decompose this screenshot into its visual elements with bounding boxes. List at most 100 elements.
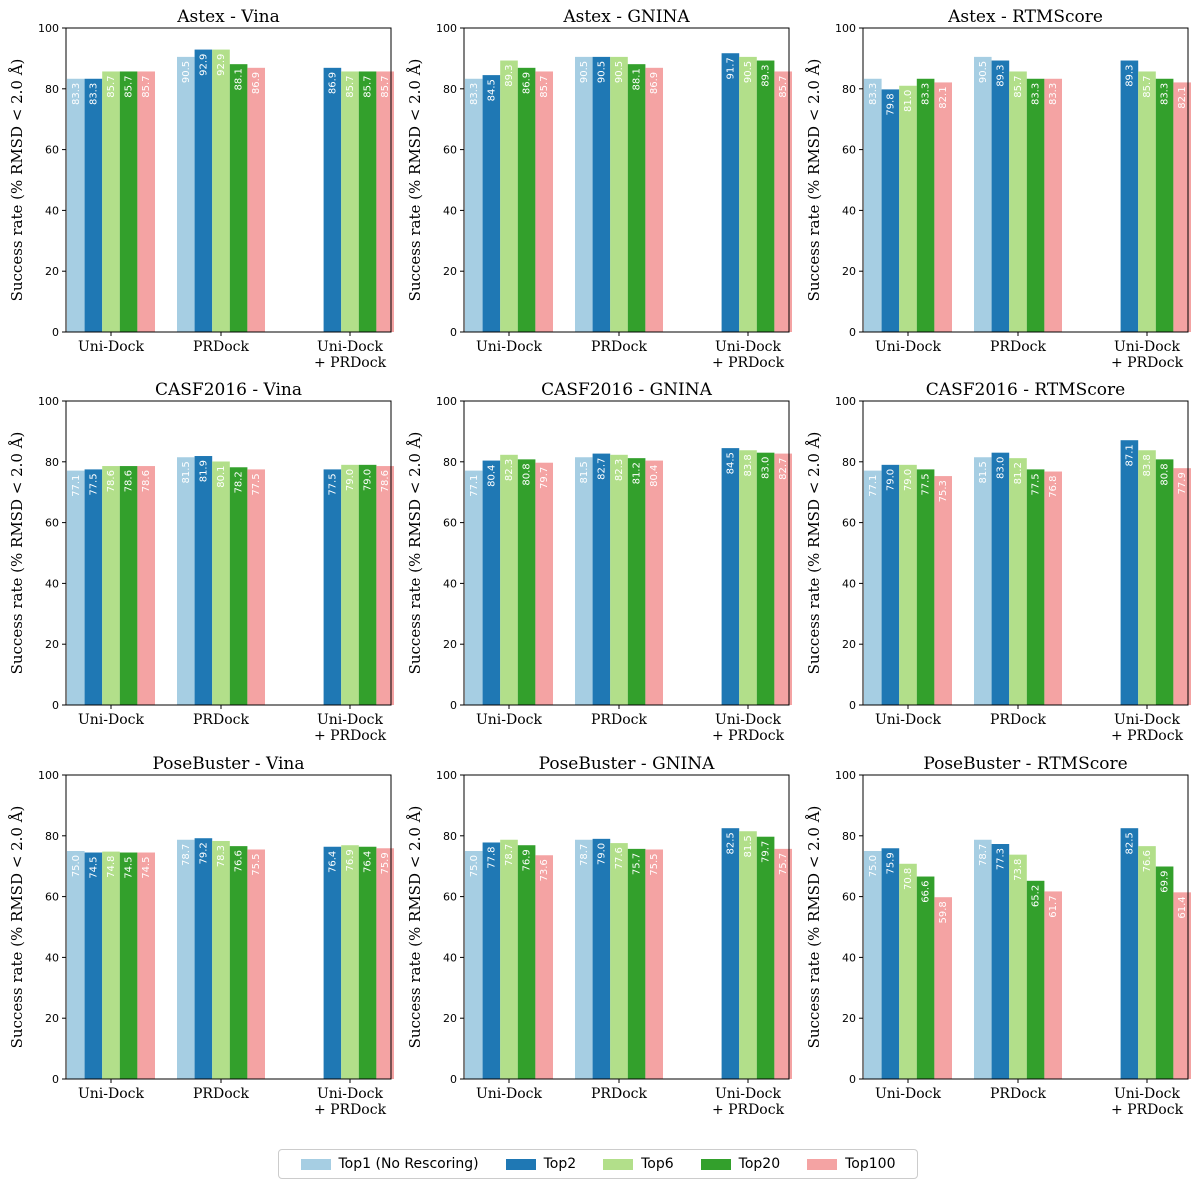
chart-8-ytick-label: 40 <box>443 951 457 964</box>
chart-1-ytick-label: 0 <box>52 326 59 339</box>
chart-6-bar <box>934 476 952 705</box>
chart-2-bar-value-label: 84.5 <box>486 79 497 101</box>
chart-3-category-label: PRDock <box>990 339 1046 355</box>
chart-8-ylabel: Success rate (% RMSD < 2.0 Å) <box>406 806 424 1049</box>
chart-5-bar-value-label: 82.7 <box>596 458 607 480</box>
chart-5-frame <box>463 400 790 706</box>
chart-4-bar <box>212 461 230 705</box>
legend-swatch <box>603 1158 634 1170</box>
chart-5-category-label: Uni-Dock + PRDock <box>712 712 785 744</box>
chart-5-bar-value-label: 81.2 <box>632 462 643 484</box>
chart-3-bar <box>916 78 935 332</box>
chart-7-ytick-label: 0 <box>52 1073 59 1086</box>
chart-2-bar-value-label: 89.3 <box>504 65 515 87</box>
chart-8-bar <box>482 842 501 1079</box>
chart-9-bar <box>1026 880 1045 1079</box>
chart-4-category-label: Uni-Dock + PRDock <box>314 712 387 744</box>
chart-7-bar-value-label: 78.3 <box>216 845 227 867</box>
chart-9-bar-value-label: 61.4 <box>1177 896 1188 918</box>
chart-6-ytick-label: 100 <box>835 395 856 408</box>
chart-9-bar-value-label: 82.5 <box>1124 832 1135 854</box>
chart-4-ytick-label: 80 <box>45 456 59 469</box>
chart-5-bar-value-label: 77.1 <box>469 475 480 497</box>
chart-1-bar-value-label: 85.7 <box>124 75 135 97</box>
chart-8-ytick-label: 100 <box>436 769 457 782</box>
chart-9-bar <box>1155 866 1174 1079</box>
chart-8-bar <box>721 828 740 1079</box>
chart-8-ytick-label: 60 <box>443 891 457 904</box>
chart-3-bar <box>881 89 900 333</box>
chart-6-bar <box>916 469 935 705</box>
chart-2-bar-value-label: 83.3 <box>469 83 480 105</box>
chart-6-bar-value-label: 76.8 <box>1048 476 1059 498</box>
chart-7-bar <box>102 851 120 1079</box>
chart-5-bar-value-label: 80.8 <box>522 463 533 485</box>
chart-6-bar-value-label: 77.5 <box>1031 473 1042 495</box>
chart-5: CASF2016 - GNINA Success rate (% RMSD < 2… <box>406 380 792 744</box>
chart-3-bar-value-label: 83.3 <box>1031 83 1042 105</box>
chart-1-category-label: PRDock <box>193 339 249 355</box>
chart-1-bar <box>229 64 248 333</box>
legend-item: Top6 <box>603 1156 674 1172</box>
chart-6-bar-value-label: 80.8 <box>1160 463 1171 485</box>
chart-1-bar-value-label: 85.7 <box>141 75 152 97</box>
chart-6-bar-value-label: 77.1 <box>868 475 879 497</box>
chart-6-bar-value-label: 77.9 <box>1177 472 1188 494</box>
chart-7-bar <box>137 852 155 1079</box>
chart-7-ytick-label: 100 <box>38 769 59 782</box>
chart-4-bar <box>229 467 248 705</box>
chart-5-bar <box>465 470 483 705</box>
chart-9-bar <box>991 844 1010 1079</box>
chart-1-ytick-label: 20 <box>45 265 59 278</box>
chart-7-bar <box>84 852 103 1079</box>
chart-7-title: PoseBuster - Vina <box>152 754 304 774</box>
chart-4-bar <box>177 457 195 705</box>
chart-8-bar <box>500 839 518 1079</box>
chart-7-bar <box>194 838 213 1079</box>
legend-item: Top1 (No Rescoring) <box>300 1156 479 1172</box>
chart-5-ytick-label: 20 <box>443 638 457 651</box>
chart-9-ytick-label: 0 <box>849 1073 856 1086</box>
chart-3-bar-value-label: 85.7 <box>1142 75 1153 97</box>
chart-1-bar-value-label: 85.7 <box>363 75 374 97</box>
chart-4-ytick-label: 40 <box>45 577 59 590</box>
chart-4-bar-value-label: 77.5 <box>88 473 99 495</box>
legend-swatch <box>807 1158 838 1170</box>
chart-2-bar <box>482 75 501 333</box>
chart-7-bar-value-label: 75.0 <box>71 855 82 877</box>
chart-9-bar <box>1120 828 1139 1079</box>
chart-2-ytick-label: 40 <box>443 204 457 217</box>
chart-6-ytick-label: 0 <box>849 699 856 712</box>
chart-7-bar <box>177 839 195 1079</box>
chart-7-bar-value-label: 74.5 <box>88 857 99 879</box>
chart-3-bar-value-label: 89.3 <box>1124 65 1135 87</box>
chart-7-bar <box>341 845 359 1079</box>
chart-5-bar <box>482 460 501 705</box>
chart-7-bar <box>376 848 394 1079</box>
chart-1-bar-value-label: 83.3 <box>88 83 99 105</box>
chart-6-bar <box>1009 458 1027 705</box>
chart-6-bar-value-label: 83.8 <box>1142 454 1153 476</box>
chart-3-bar-value-label: 83.3 <box>868 83 879 105</box>
chart-6-category-label: Uni-Dock <box>875 712 942 728</box>
chart-4-title: CASF2016 - Vina <box>155 380 302 400</box>
chart-9-category-label: PRDock <box>990 1086 1046 1102</box>
chart-5-bar <box>645 460 663 705</box>
chart-9-bar-value-label: 69.9 <box>1160 871 1171 893</box>
chart-9-bar <box>1138 846 1156 1079</box>
chart-1-ylabel: Success rate (% RMSD < 2.0 Å) <box>8 59 26 302</box>
chart-5-ytick-label: 0 <box>450 699 457 712</box>
chart-4-bar <box>67 470 85 705</box>
chart-2-bar <box>739 56 757 332</box>
chart-4-bar <box>194 456 213 705</box>
chart-5-category-label: Uni-Dock <box>476 712 543 728</box>
chart-9-bar <box>899 863 917 1079</box>
chart-2: Astex - GNINA Success rate (% RMSD < 2.0 … <box>406 7 792 371</box>
chart-7-bar <box>67 851 85 1079</box>
chart-1-bar-value-label: 83.3 <box>71 83 82 105</box>
chart-9-bar-value-label: 78.7 <box>978 844 989 866</box>
chart-6-ytick-label: 20 <box>842 638 856 651</box>
chart-4-bar-value-label: 77.5 <box>327 473 338 495</box>
chart-5-ylabel: Success rate (% RMSD < 2.0 Å) <box>406 432 424 675</box>
chart-5-bar-value-label: 83.8 <box>743 454 754 476</box>
